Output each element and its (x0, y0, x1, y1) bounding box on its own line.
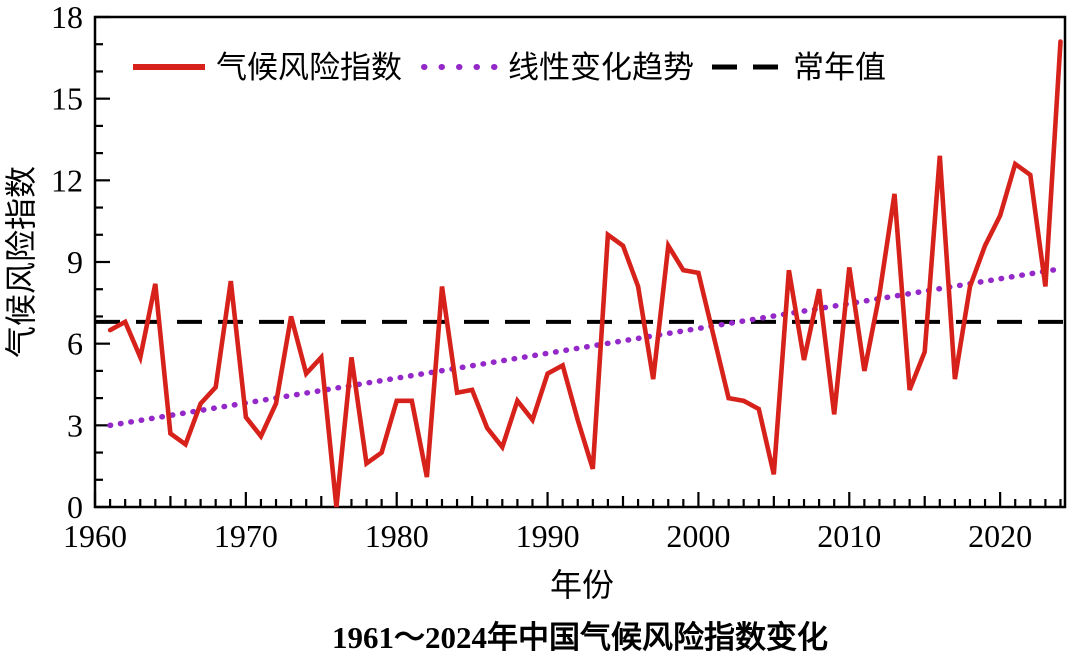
y-tick-label: 6 (67, 326, 83, 362)
legend-trend-label: 线性变化趋势 (508, 50, 694, 85)
risk-index-line (107, 39, 1063, 508)
x-tick-label: 1960 (63, 518, 127, 554)
y-tick-label: 3 (67, 407, 83, 443)
x-tick-label: 2010 (817, 518, 881, 554)
x-tick-label: 2020 (968, 518, 1032, 554)
y-tick-label: 15 (51, 81, 83, 117)
legend-normal-label: 常年值 (793, 50, 886, 85)
x-tick-label: 1980 (365, 518, 429, 554)
y-tick-label: 9 (67, 244, 83, 280)
x-tick-label: 2000 (666, 518, 730, 554)
y-tick-label: 18 (51, 0, 83, 35)
y-axis-label: 气候风险指数 (3, 166, 39, 358)
x-tick-label: 1970 (214, 518, 278, 554)
x-tick-label: 1990 (516, 518, 580, 554)
axis-tick-labels: 1960 1970 1980 1990 2000 2010 2020 0 3 6 9 12 15 18 (51, 0, 1032, 554)
legend: 气候风险指数 线性变化趋势 常年值 (133, 50, 886, 85)
axis-ticks (93, 15, 1062, 509)
data-lines (95, 39, 1065, 508)
chart-title: 1961～2024年中国气候风险指数变化 (332, 620, 828, 655)
y-tick-label: 12 (51, 162, 83, 198)
y-tick-label: 0 (67, 489, 83, 525)
legend-risk-label: 气候风险指数 (216, 50, 402, 85)
trend-line (107, 266, 1064, 429)
x-axis-label: 年份 (550, 567, 614, 603)
